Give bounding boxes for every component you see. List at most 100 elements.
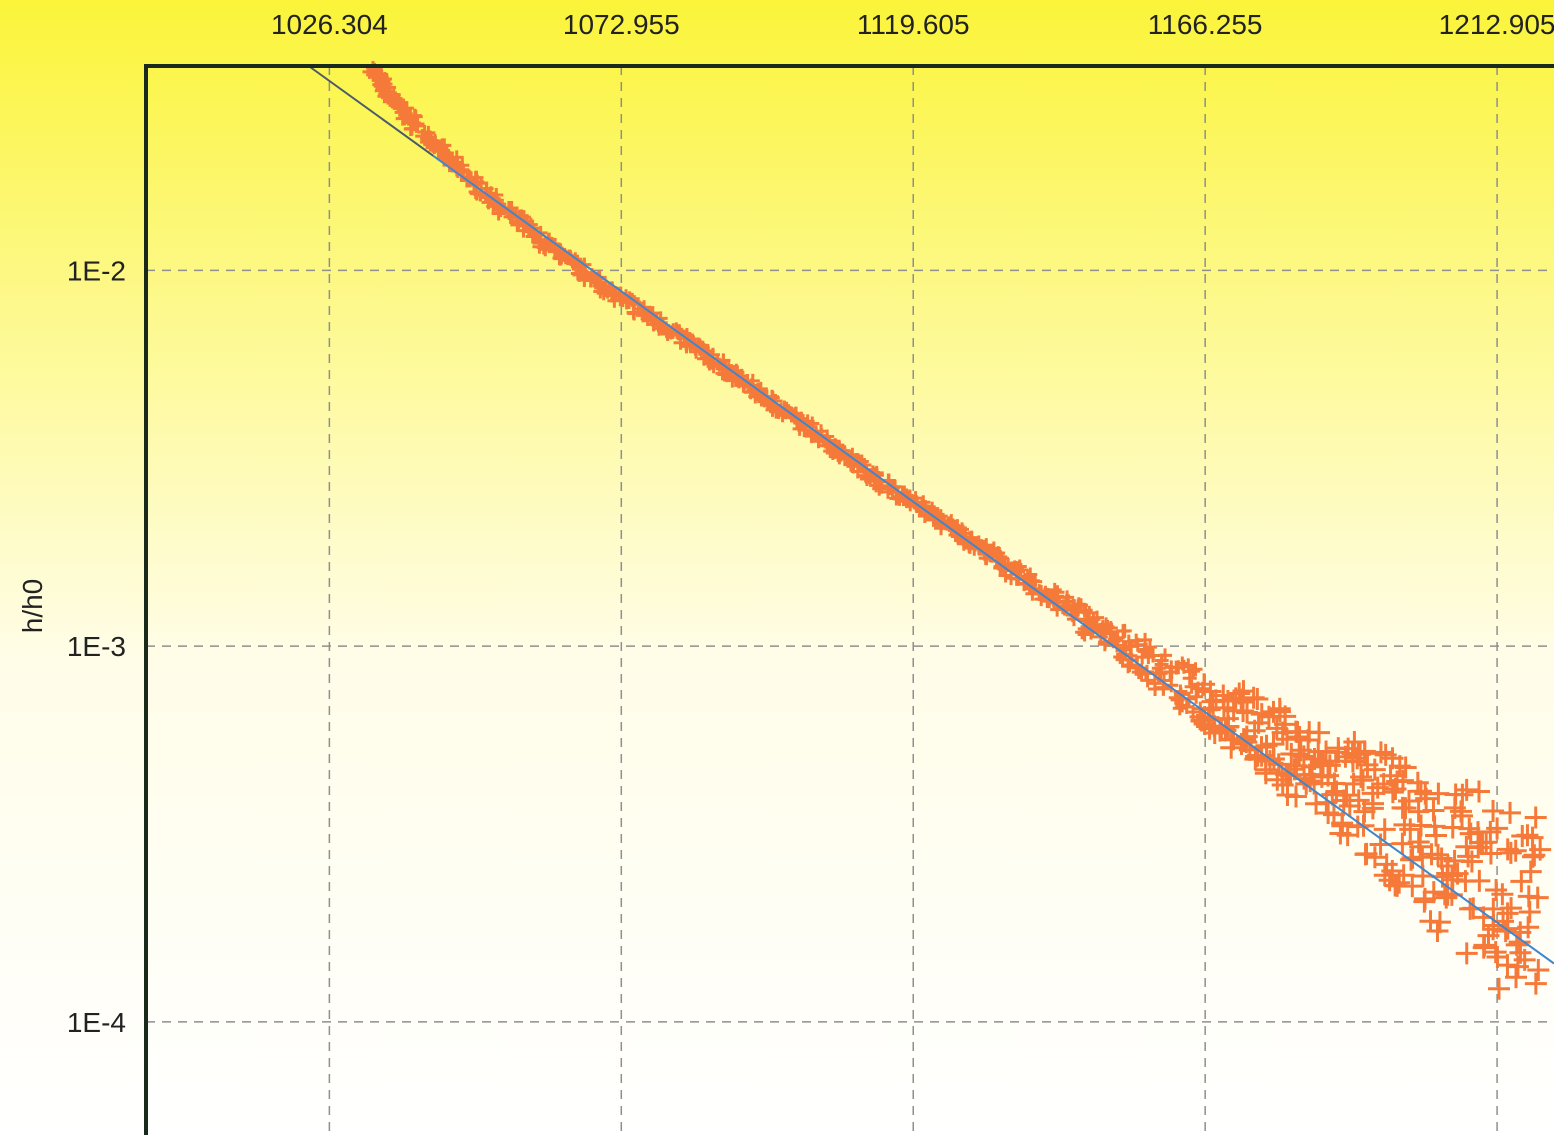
data-point-marker: [1141, 650, 1156, 665]
grid: [146, 66, 1554, 1135]
axis-labels: h/h0 1026.304 1072.955 1119.605 1166.255 121…: [17, 9, 1554, 1038]
data-point-marker: [1409, 835, 1432, 858]
data-point-marker: [1381, 860, 1404, 883]
data-point-marker: [1230, 689, 1253, 712]
data-point-marker: [1217, 715, 1240, 738]
data-point-marker: [1441, 864, 1464, 887]
data-point-marker: [1189, 689, 1204, 704]
data-point-marker: [1285, 785, 1307, 808]
data-point-marker: [1468, 831, 1491, 854]
fit-lines: [308, 65, 1554, 965]
data-point-marker: [1109, 633, 1124, 648]
fit-line: [432, 154, 1554, 965]
x-tick-label: 1166.255: [1148, 9, 1263, 40]
data-point-marker: [1381, 781, 1404, 804]
x-tick-label: 1026.304: [271, 9, 388, 40]
data-point-marker: [1411, 846, 1434, 869]
data-point-marker: [489, 193, 504, 208]
plot-frame: [144, 64, 1554, 1135]
data-point-marker: [1427, 843, 1450, 866]
data-point-marker: [1182, 671, 1197, 686]
data-point-marker: [1425, 824, 1448, 847]
data-point-marker: [1347, 789, 1370, 812]
data-point-marker: [1491, 883, 1514, 906]
data-point-marker: [1496, 902, 1519, 925]
data-point-marker: [377, 82, 392, 97]
data-point-marker: [1518, 900, 1541, 923]
data-point-marker: [1182, 691, 1196, 706]
y-tick-label: 1E-4: [67, 1007, 126, 1038]
data-point-marker: [1413, 890, 1436, 913]
data-point-marker: [1426, 920, 1449, 943]
data-point-marker: [1317, 801, 1340, 824]
data-point-marker: [1524, 972, 1547, 995]
data-point-marker: [1308, 721, 1331, 744]
data-point-marker: [1516, 824, 1539, 847]
data-point-marker: [1391, 832, 1414, 855]
data-point-marker: [1422, 799, 1445, 822]
data-point-marker: [1527, 958, 1550, 981]
data-point-marker: [1479, 842, 1502, 865]
data-point-marker: [1288, 743, 1311, 766]
data-point-marker: [1398, 790, 1420, 813]
data-point-marker: [1473, 934, 1496, 957]
data-point-marker: [1156, 681, 1171, 696]
data-markers: [362, 60, 1552, 1000]
data-point-marker: [1274, 705, 1297, 728]
data-point-marker: [1236, 701, 1259, 724]
data-point-marker: [1013, 562, 1028, 577]
x-tick-label: 1119.605: [857, 9, 970, 40]
data-point-marker: [1468, 780, 1490, 803]
data-point-marker: [1521, 826, 1544, 849]
data-point-marker: [1519, 860, 1542, 883]
data-point-marker: [1482, 799, 1505, 822]
data-point-marker: [1407, 830, 1430, 853]
data-point-marker: [1529, 838, 1552, 861]
data-point-marker: [1524, 806, 1547, 829]
data-point-marker: [1394, 756, 1417, 779]
data-point-marker: [1242, 686, 1265, 709]
data-point-marker: [888, 479, 903, 494]
data-point-marker: [1513, 948, 1536, 971]
data-point-marker: [1457, 845, 1480, 868]
data-point-marker: [1510, 870, 1533, 893]
data-point-marker: [1460, 850, 1483, 873]
data-point-marker: [1451, 783, 1474, 806]
x-tick-label: 1072.955: [563, 9, 680, 40]
data-point-marker: [1500, 897, 1523, 920]
data-point-marker: [1350, 765, 1373, 788]
data-point-marker: [1422, 881, 1445, 904]
y-tick-label: 1E-2: [67, 255, 126, 286]
y-axis-title: h/h0: [17, 579, 48, 634]
data-point-marker: [1484, 941, 1507, 964]
x-tick-label: 1212.905: [1439, 9, 1554, 40]
data-point-marker: [1090, 610, 1105, 625]
data-point-marker: [1077, 627, 1092, 642]
data-point-marker: [1499, 841, 1522, 864]
data-point-marker: [1517, 916, 1540, 939]
data-point-marker: [1186, 664, 1201, 679]
data-point-marker: [1262, 733, 1285, 756]
data-point-marker: [1455, 942, 1478, 965]
data-point-marker: [1391, 769, 1414, 792]
data-point-marker: [1486, 817, 1509, 840]
data-point-marker: [1505, 966, 1528, 989]
data-point-marker: [1399, 818, 1422, 841]
data-point-marker: [1526, 886, 1549, 909]
data-point-marker: [1047, 582, 1062, 597]
data-point-marker: [964, 530, 979, 545]
data-point-marker: [1184, 679, 1199, 694]
data-point-marker: [1351, 769, 1374, 792]
data-point-marker: [1373, 818, 1396, 841]
data-point-marker: [1335, 784, 1358, 807]
data-point-marker: [1338, 795, 1361, 818]
y-tick-label: 1E-3: [67, 631, 126, 662]
data-point-marker: [902, 493, 917, 508]
data-point-marker: [1401, 875, 1424, 898]
data-point-marker: [1140, 673, 1155, 688]
data-point-marker: [1268, 700, 1291, 723]
data-point-marker: [1363, 846, 1386, 869]
data-point-marker: [1117, 623, 1132, 638]
